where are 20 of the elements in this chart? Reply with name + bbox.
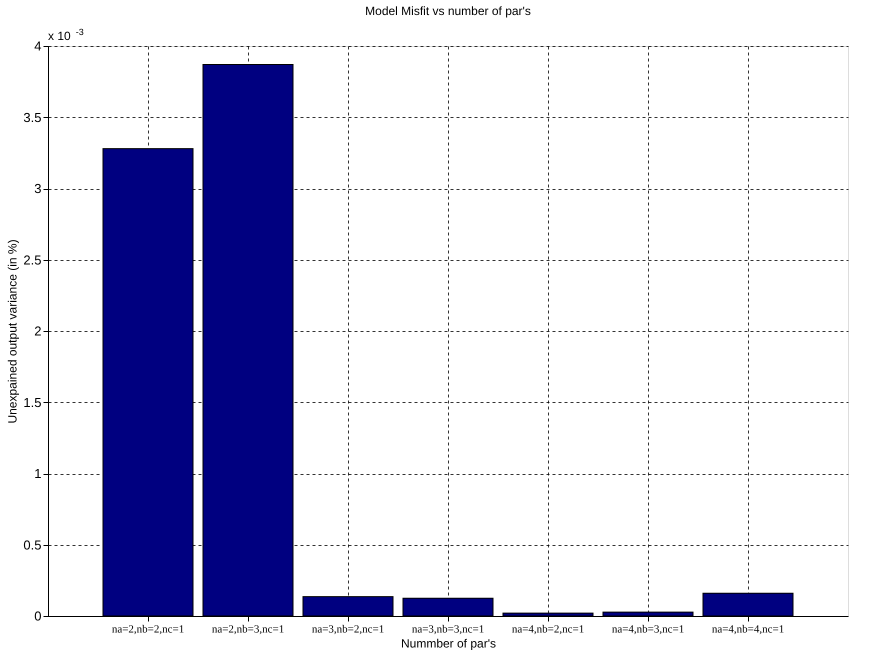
- y-axis-title: Unexpained output variance (in %): [5, 239, 20, 424]
- x-tick-label: na=4,nb=2,nc=1: [512, 624, 584, 636]
- y-tick-label: 0: [34, 608, 42, 624]
- x-tick-label: na=4,nb=3,nc=1: [612, 624, 684, 636]
- x-tick-label: na=2,nb=2,nc=1: [112, 624, 184, 636]
- x-tick-label: na=2,nb=3,nc=1: [212, 624, 284, 636]
- y-tick-label: 4: [34, 38, 42, 54]
- x-axis-title: Nummber of par's: [401, 636, 496, 650]
- y-tick-label: 0.5: [23, 537, 42, 552]
- y-tick-label: 1: [34, 466, 42, 481]
- chart-title: Model Misfit vs number of par's: [365, 4, 531, 18]
- text: x 10-3: [48, 27, 84, 43]
- x-tick-label: na=3,nb=3,nc=1: [412, 624, 484, 636]
- y-tick-label: 2: [34, 324, 42, 338]
- y-tick-label: 1.5: [23, 394, 42, 410]
- y-tick-label: 3.5: [23, 110, 42, 125]
- y-tick-label: 3: [34, 181, 42, 196]
- x-tick-label: na=4,nb=4,nc=1: [712, 624, 784, 636]
- y-tick-label: 2.5: [23, 252, 42, 268]
- x-tick-label: na=3,nb=2,nc=1: [312, 624, 384, 636]
